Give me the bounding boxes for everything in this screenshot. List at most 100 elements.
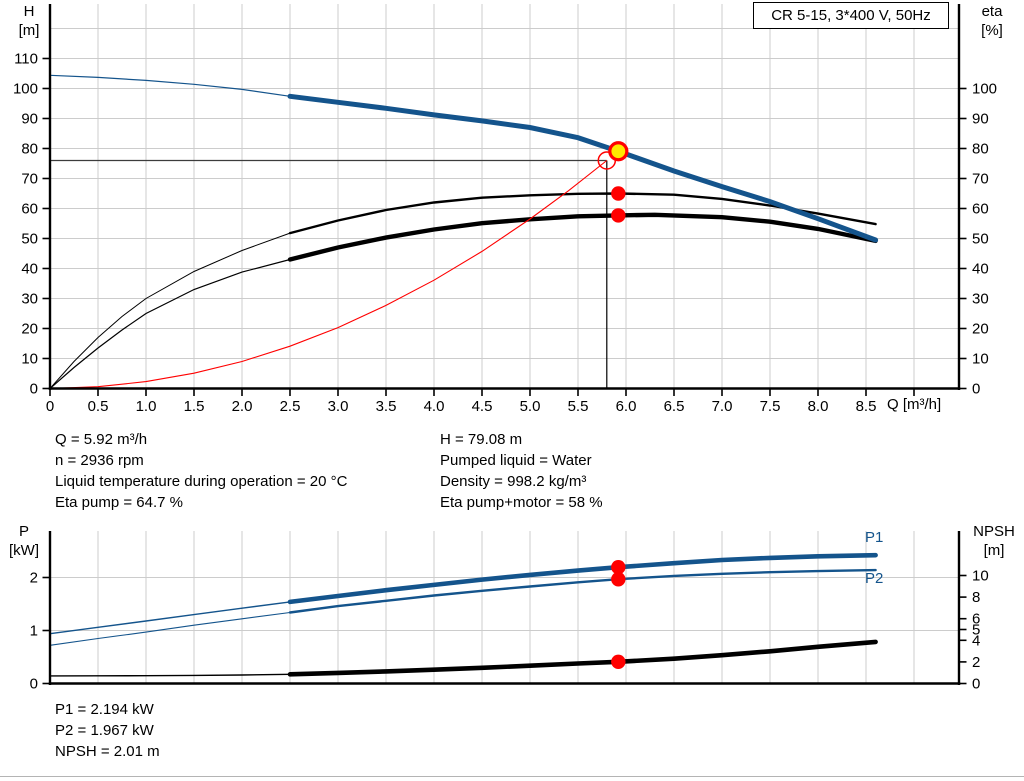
- x-tick-label: 8.5: [856, 398, 877, 415]
- curve-npsh: [287, 639, 878, 677]
- curve-p1: [287, 552, 878, 605]
- curve-eta-pump-thin: [49, 232, 291, 389]
- top-left-tick-label: 20: [21, 321, 38, 338]
- info-q: Q = 5.92 m³/h: [55, 431, 148, 448]
- curve-system-curve-thin: [49, 160, 608, 390]
- info-density: Density = 998.2 kg/m³: [440, 473, 587, 490]
- eta-axis-title-line2: [%]: [981, 22, 1003, 39]
- top-right-tick-label: 40: [972, 261, 989, 278]
- top-right-tick-label: 30: [972, 291, 989, 308]
- p1-series-label: P1: [865, 529, 884, 546]
- x-tick-label: 7.5: [760, 398, 781, 415]
- info-h: H = 79.08 m: [440, 431, 523, 448]
- curve-h-thin: [49, 74, 291, 97]
- bottom-right-tick-label: 2: [972, 654, 980, 671]
- info-bottom-column: P1 = 2.194 kW P2 = 1.967 kW NPSH = 2.01 …: [55, 699, 160, 762]
- top-left-tick-label: 50: [21, 231, 38, 248]
- p-axis-title-line1: P: [18, 523, 29, 540]
- x-tick-label: 4.0: [424, 398, 445, 415]
- curve-p1-thin: [49, 601, 291, 635]
- curve-npsh-thin: [49, 673, 291, 677]
- curve-eta-pump-motor-thin: [49, 258, 291, 389]
- top-left-tick-label: 0: [30, 381, 38, 398]
- top-right-tick-label: 60: [972, 201, 989, 218]
- top-right-tick-label: 100: [972, 81, 997, 98]
- eta-axis-title: eta [%]: [966, 2, 1018, 40]
- info-eta-pump-motor: Eta pump+motor = 58 %: [440, 494, 603, 511]
- x-tick-label: 0.5: [88, 398, 109, 415]
- top-right-tick-label: 70: [972, 171, 989, 188]
- pump-title-box: CR 5-15, 3*400 V, 50Hz: [753, 2, 949, 29]
- info-n: n = 2936 rpm: [55, 452, 144, 469]
- top-right-tick-label: 80: [972, 141, 989, 158]
- curve-p2: [288, 568, 877, 614]
- x-tick-label: 2.5: [280, 398, 301, 415]
- p-axis-title-line2: [kW]: [9, 542, 39, 559]
- x-tick-label: 3.0: [328, 398, 349, 415]
- x-tick-label: 2.0: [232, 398, 253, 415]
- x-tick-label: 7.0: [712, 398, 733, 415]
- top-right-tick-label: 50: [972, 231, 989, 248]
- bottom-left-tick-label: 2: [30, 570, 38, 587]
- npsh-axis-title-line1: NPSH: [973, 523, 1015, 540]
- info-liquid-temp: Liquid temperature during operation = 20…: [55, 473, 348, 490]
- top-left-tick-label: 30: [21, 291, 38, 308]
- top-left-tick-label: 90: [21, 111, 38, 128]
- x-tick-label: 0: [46, 398, 54, 415]
- operating-point: [608, 141, 629, 162]
- top-left-tick-label: 80: [21, 141, 38, 158]
- info-pumped-liquid: Pumped liquid = Water: [440, 452, 592, 469]
- curve-eta-pump: [288, 192, 877, 235]
- top-left-tick-label: 10: [21, 351, 38, 368]
- curve-eta-pump-motor: [287, 212, 878, 262]
- top-left-tick-label: 110: [14, 51, 38, 68]
- curve-p2-thin: [49, 611, 291, 646]
- bottom-left-tick-label: 0: [30, 676, 38, 693]
- bottom-right-tick-label: 10: [972, 568, 989, 585]
- p2-point: [611, 572, 626, 587]
- x-tick-label: 1.0: [136, 398, 157, 415]
- x-tick-label: 3.5: [376, 398, 397, 415]
- npsh-axis-title-line2: [m]: [983, 542, 1005, 559]
- bottom-divider: [0, 776, 1024, 777]
- p1-point: [611, 560, 626, 575]
- eta-pump-motor-point: [611, 208, 626, 223]
- top-left-tick-label: 40: [21, 261, 38, 278]
- bottom-right-tick-label: 5: [972, 622, 980, 639]
- bottom-left-tick-label: 1: [30, 623, 38, 640]
- q-axis-title: Q [m³/h]: [887, 396, 942, 413]
- info-right-column: H = 79.08 m Pumped liquid = Water Densit…: [440, 429, 603, 513]
- eta-axis-title-line1: eta: [981, 3, 1003, 20]
- top-left-tick-label: 70: [21, 171, 38, 188]
- p2-series-label: P2: [865, 570, 884, 587]
- bottom-right-tick-label: 8: [972, 589, 980, 606]
- x-tick-label: 4.5: [472, 398, 493, 415]
- top-right-tick-label: 0: [972, 381, 980, 398]
- x-tick-label: 6.0: [616, 398, 637, 415]
- eta-pump-point: [611, 186, 626, 201]
- top-left-tick-label: 60: [21, 201, 38, 218]
- bottom-right-tick-label: 6: [972, 611, 980, 628]
- x-tick-label: 8.0: [808, 398, 829, 415]
- h-axis-title-line1: H: [23, 3, 35, 20]
- npsh-axis-title: NPSH [m]: [964, 522, 1024, 560]
- x-tick-label: 5.0: [520, 398, 541, 415]
- info-npsh: NPSH = 2.01 m: [55, 743, 160, 760]
- bottom-right-tick-label: 4: [972, 632, 980, 649]
- info-p1: P1 = 2.194 kW: [55, 701, 154, 718]
- x-tick-label: 5.5: [568, 398, 589, 415]
- info-left-column: Q = 5.92 m³/h n = 2936 rpm Liquid temper…: [55, 429, 347, 513]
- info-p2: P2 = 1.967 kW: [55, 722, 154, 739]
- h-axis-title: H [m]: [6, 2, 52, 40]
- top-left-tick-label: 100: [13, 81, 38, 98]
- info-eta-pump: Eta pump = 64.7 %: [55, 494, 183, 511]
- p-axis-title: P [kW]: [0, 522, 48, 560]
- top-right-tick-label: 90: [972, 111, 989, 128]
- bottom-right-tick-label: 0: [972, 676, 980, 693]
- x-tick-label: 1.5: [184, 398, 205, 415]
- x-tick-label: 6.5: [664, 398, 685, 415]
- top-right-tick-label: 20: [972, 321, 989, 338]
- curve-h: [287, 93, 879, 243]
